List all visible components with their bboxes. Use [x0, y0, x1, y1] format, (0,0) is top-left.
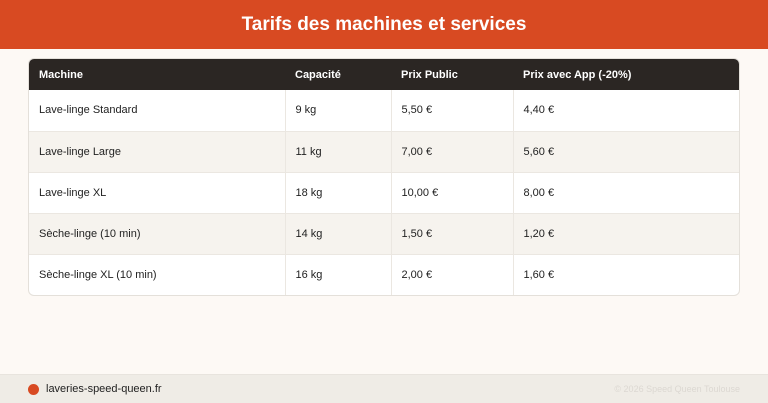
footer: laveries-speed-queen.fr © 2026 Speed Que…	[0, 374, 768, 403]
table-cell: 1,50 €	[390, 213, 513, 255]
table-cell: Lave-linge XL	[29, 172, 285, 214]
column-header: Machine	[29, 59, 285, 90]
table-cell: Lave-linge Standard	[29, 90, 285, 132]
table-cell: 18 kg	[284, 172, 391, 214]
copyright: © 2026 Speed Queen Toulouse	[614, 384, 740, 394]
table-cell: 1,20 €	[512, 213, 739, 255]
page-header: Tarifs des machines et services	[0, 0, 768, 49]
table-cell: 10,00 €	[390, 172, 513, 214]
table-cell: Lave-linge Large	[29, 131, 285, 173]
table-cell: 11 kg	[284, 131, 391, 173]
table-cell: 2,00 €	[390, 254, 513, 295]
table-row: Lave-linge Large 11 kg 7,00 €5,60 €	[29, 131, 739, 173]
table-header-row: Machine Capacité Prix Public Prix avec A…	[29, 59, 739, 90]
table-cell: 5,50 €	[390, 90, 513, 132]
column-header: Capacité	[285, 59, 391, 90]
site-link[interactable]: laveries-speed-queen.fr	[46, 383, 162, 395]
table-cell: Sèche-linge (10 min)	[29, 213, 285, 255]
table-cell: 9 kg	[284, 90, 391, 132]
table-row: Sèche-linge (10 min) 14 kg 1,50 €1,20 €	[29, 213, 739, 255]
column-header: Prix avec App (-20%)	[513, 59, 739, 90]
table-cell: 7,00 €	[390, 131, 513, 173]
table-cell: 1,60 €	[512, 254, 739, 295]
table-cell: 14 kg	[284, 213, 391, 255]
table-row: Lave-linge XL 18 kg 10,00 €8,00 €	[29, 172, 739, 214]
price-table: Machine Capacité Prix Public Prix avec A…	[28, 58, 740, 296]
table-cell: 5,60 €	[512, 131, 739, 173]
table-row: Sèche-linge XL (10 min) 16 kg 2,00 €1,60 €	[29, 254, 739, 295]
page-title: Tarifs des machines et services	[241, 13, 527, 35]
table-row: Lave-linge Standard 9 kg 5,50 €4,40 €	[29, 90, 739, 132]
table-cell: 8,00 €	[512, 172, 739, 214]
table-cell: Sèche-linge XL (10 min)	[39, 268, 157, 281]
brand-dot-icon	[28, 383, 39, 395]
table-cell: 4,40 €	[512, 90, 739, 132]
column-header: Prix Public	[391, 59, 513, 90]
table-cell: 16 kg	[284, 254, 391, 295]
